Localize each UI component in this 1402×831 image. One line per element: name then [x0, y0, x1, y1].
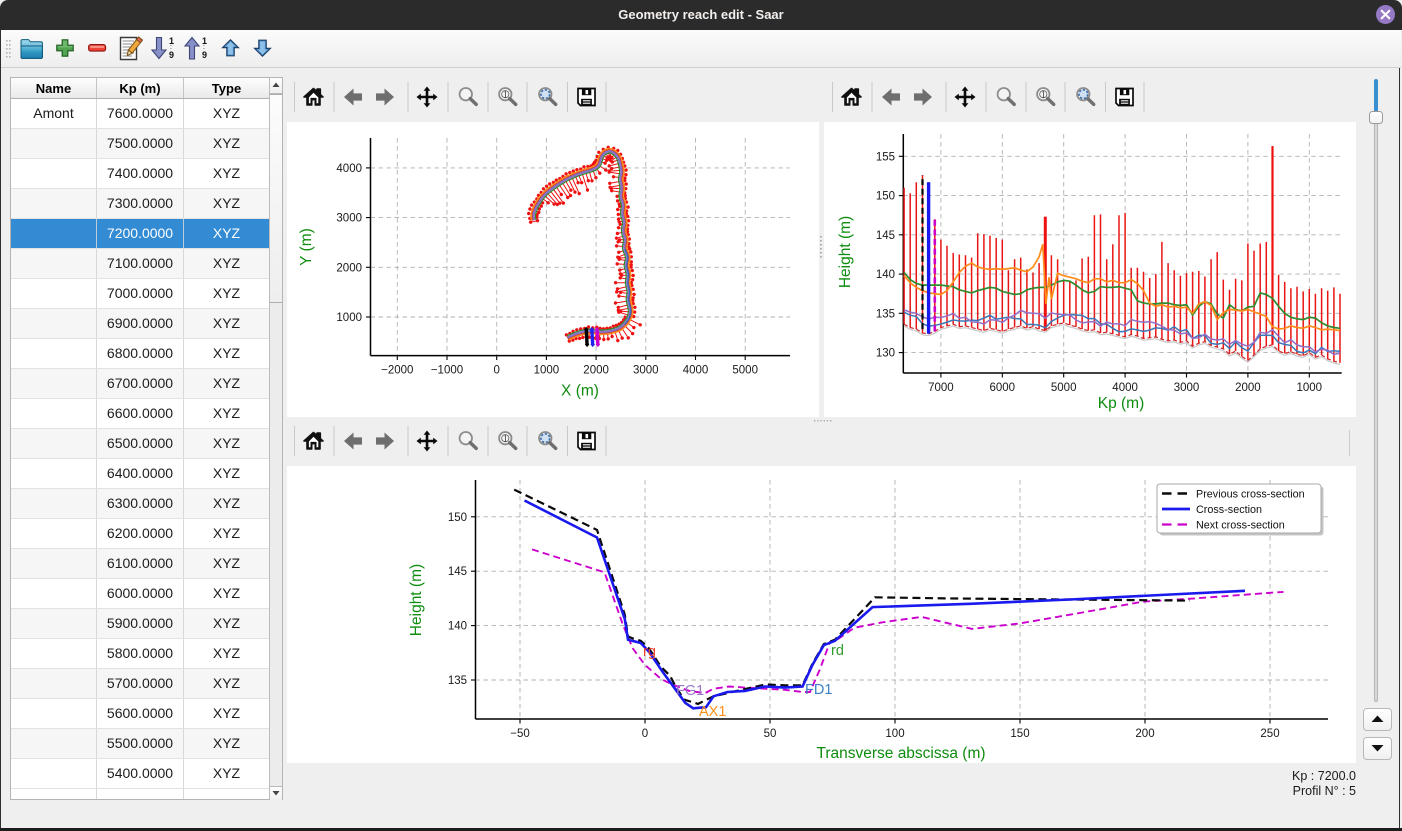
svg-text:9: 9: [169, 50, 174, 60]
svg-text:3000: 3000: [336, 213, 362, 225]
svg-text:1: 1: [169, 36, 174, 46]
svg-text:0: 0: [493, 365, 499, 377]
svg-text:rd: rd: [831, 643, 844, 659]
svg-text:Height (m): Height (m): [837, 216, 854, 288]
svg-text:Previous cross-section: Previous cross-section: [1196, 489, 1305, 501]
svg-text:−1000: −1000: [431, 365, 463, 377]
svg-text:50: 50: [764, 728, 777, 740]
svg-text:4000: 4000: [1112, 382, 1138, 394]
svg-text:rg: rg: [643, 644, 656, 660]
svg-text:140: 140: [448, 621, 467, 633]
svg-text:135: 135: [876, 308, 895, 320]
svg-text:1000: 1000: [336, 312, 362, 324]
svg-text:100: 100: [885, 728, 904, 740]
svg-text:2000: 2000: [1235, 382, 1261, 394]
svg-text:4000: 4000: [336, 163, 362, 175]
svg-text::: :: [203, 44, 205, 51]
svg-text:−50: −50: [510, 728, 530, 740]
svg-text:250: 250: [1260, 728, 1279, 740]
svg-text:Transverse abscissa (m): Transverse abscissa (m): [816, 745, 985, 762]
svg-text:150: 150: [448, 512, 467, 524]
svg-text:145: 145: [448, 566, 467, 578]
svg-text:Kp (m): Kp (m): [1098, 395, 1145, 412]
svg-text:−2000: −2000: [381, 365, 413, 377]
svg-text:5000: 5000: [732, 365, 758, 377]
svg-text:X (m): X (m): [561, 383, 599, 400]
svg-text:6000: 6000: [990, 382, 1016, 394]
svg-text:1: 1: [503, 434, 508, 444]
svg-text:AX1: AX1: [699, 704, 726, 720]
svg-text:7000: 7000: [928, 382, 954, 394]
svg-text:135: 135: [448, 675, 467, 687]
svg-text:Next cross-section: Next cross-section: [1196, 520, 1285, 532]
svg-text:150: 150: [1010, 728, 1029, 740]
svg-text:1: 1: [1041, 90, 1046, 100]
svg-text:1: 1: [202, 36, 207, 46]
svg-text:2000: 2000: [336, 262, 362, 274]
svg-text:5000: 5000: [1051, 382, 1077, 394]
svg-text:145: 145: [876, 230, 895, 242]
svg-text:200: 200: [1135, 728, 1154, 740]
svg-text:1: 1: [503, 90, 508, 100]
svg-text:150: 150: [876, 191, 895, 203]
svg-text:3000: 3000: [633, 365, 659, 377]
svg-text:9: 9: [202, 50, 207, 60]
svg-text:Y (m): Y (m): [298, 228, 315, 266]
svg-text:1000: 1000: [1297, 382, 1323, 394]
svg-text:Cross-section: Cross-section: [1196, 504, 1262, 516]
svg-text:155: 155: [876, 151, 895, 163]
svg-text::: :: [170, 44, 172, 51]
svg-text:3000: 3000: [1174, 382, 1200, 394]
svg-text:FD1: FD1: [805, 682, 832, 698]
svg-text:2000: 2000: [583, 365, 609, 377]
svg-text:Height (m): Height (m): [408, 564, 425, 636]
svg-text:4000: 4000: [683, 365, 709, 377]
svg-text:1000: 1000: [534, 365, 560, 377]
svg-text:FG1: FG1: [676, 683, 704, 699]
svg-text:130: 130: [876, 348, 895, 360]
svg-text:140: 140: [876, 269, 895, 281]
svg-text:0: 0: [642, 728, 648, 740]
